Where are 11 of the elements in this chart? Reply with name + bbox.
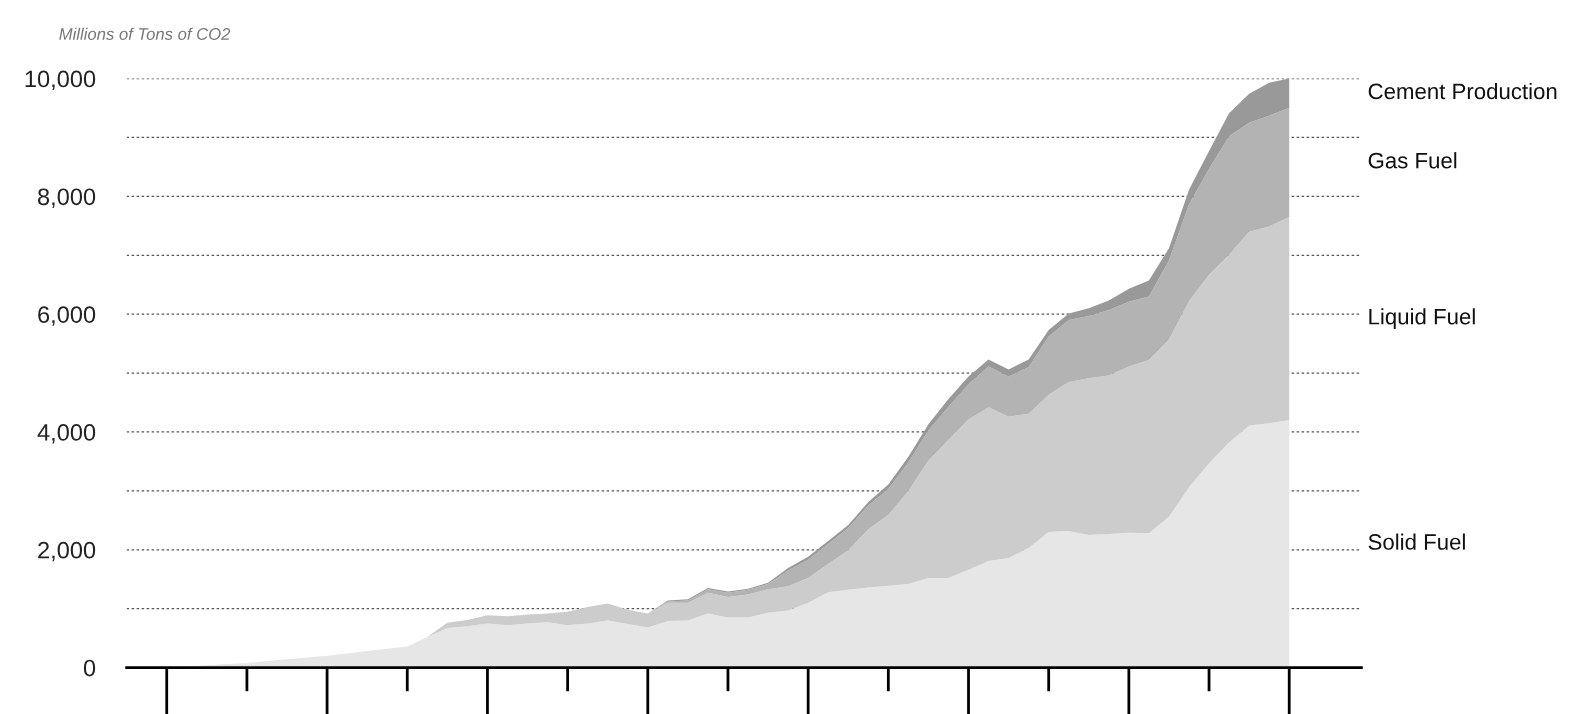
text: Gas Fuel	[1368, 152, 1457, 169]
y-tick-label: 8,000	[38, 188, 96, 208]
y-axis-title: Millions of Tons of CO2	[59, 27, 231, 40]
y-tick-label: 6,000	[38, 306, 96, 326]
text: Cement Production	[1368, 82, 1557, 100]
y-tick-label: 2,000	[38, 541, 96, 562]
text: Liquid Fuel	[1369, 308, 1475, 329]
y-tick-label: 10,000	[25, 70, 96, 91]
y-tick-label: 0	[83, 659, 96, 677]
y-tick-label: 4,000	[37, 424, 96, 444]
text: Solid Fuel	[1368, 533, 1465, 550]
